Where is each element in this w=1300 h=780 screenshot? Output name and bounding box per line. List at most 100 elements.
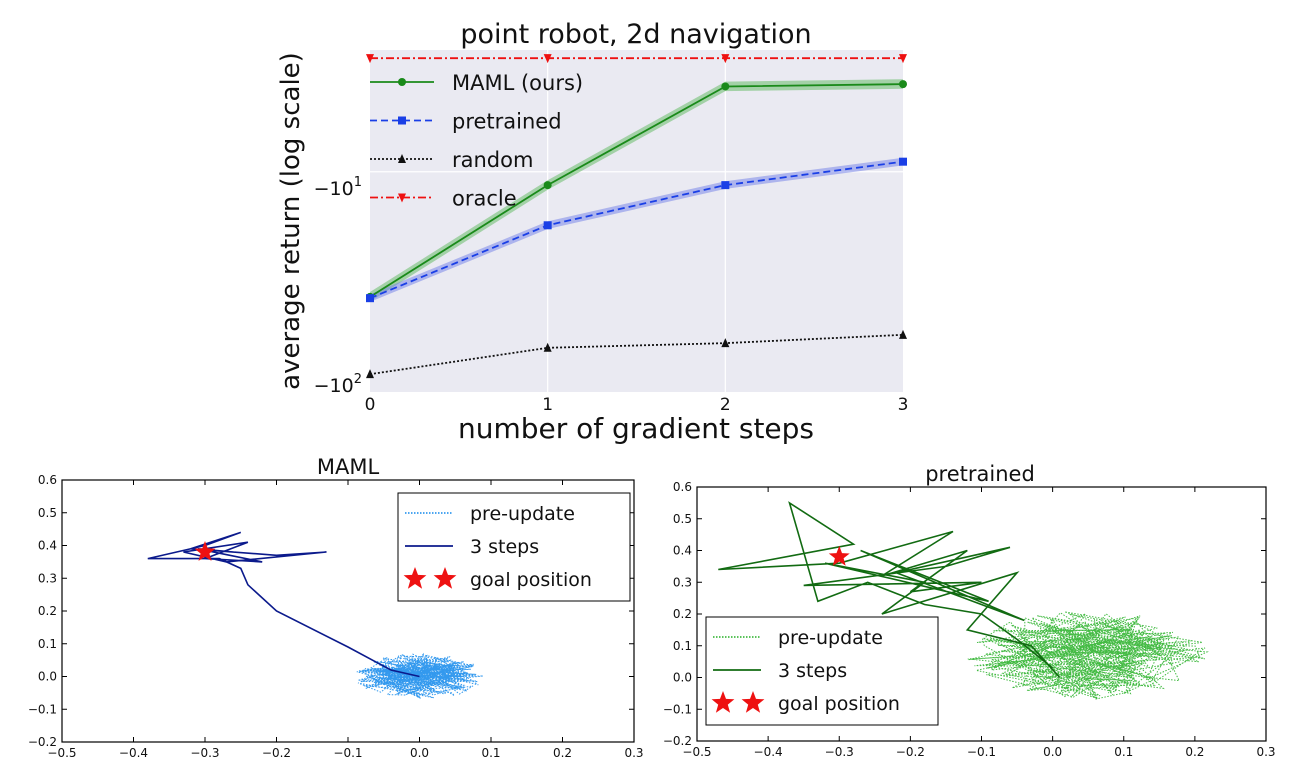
pretrained-legend-label: pretrained bbox=[452, 110, 562, 134]
pretrained-ytick-label: 0.0 bbox=[673, 671, 692, 685]
pretrained-point bbox=[721, 181, 730, 190]
pretrained-legend-goal-star bbox=[741, 691, 765, 713]
pretrained-pre-update-path bbox=[967, 611, 1209, 700]
top-ytick-exp-1: 1 bbox=[354, 175, 362, 190]
top-legend: MAML (ours) pretrained random oracle bbox=[370, 71, 583, 211]
pretrained-legend-3-steps-label: 3 steps bbox=[778, 660, 847, 682]
maml-chart: MAML −0.5 −0.4 −0.3 −0.2 −0.1 0.0 0.1 0.2 0.3 −0.… bbox=[28, 455, 644, 760]
pretrained-legend-box bbox=[705, 616, 939, 726]
maml-ytick-label: 0.0 bbox=[38, 670, 57, 684]
pretrained-xtick-label: −0.1 bbox=[967, 745, 996, 759]
oracle-legend-label: oracle bbox=[452, 187, 517, 211]
maml-legend-goal-star bbox=[403, 567, 427, 589]
pretrained-legend-pre-update-label: pre-update bbox=[778, 627, 883, 649]
pretrained-ytick-label: 0.4 bbox=[673, 544, 692, 558]
maml-legend-box bbox=[397, 492, 631, 602]
random-legend-label: random bbox=[452, 148, 533, 172]
top-xtick-label: 1 bbox=[542, 395, 553, 415]
pretrained-legend-marker bbox=[398, 116, 406, 125]
maml-legend-3-steps-label: 3 steps bbox=[470, 536, 539, 558]
maml-xtick-label: −0.2 bbox=[262, 746, 291, 760]
random-legend-marker bbox=[398, 154, 406, 163]
top-ytick-label-neg10: −101 bbox=[314, 175, 362, 200]
maml-xtick-label: −0.4 bbox=[119, 746, 148, 760]
random-point bbox=[721, 338, 730, 348]
pretrained-trajectories bbox=[718, 501, 1209, 700]
pretrained-xtick-label: 0.2 bbox=[1185, 745, 1204, 759]
random-point bbox=[366, 369, 374, 379]
maml-xtick-label: 0.3 bbox=[624, 746, 643, 760]
oracle-point bbox=[899, 54, 907, 64]
top-series-markers bbox=[366, 54, 907, 379]
pretrained-ytick-label: −0.1 bbox=[663, 702, 692, 716]
maml-legend: pre-update 3 steps goal position bbox=[397, 492, 631, 602]
top-plot-area bbox=[370, 50, 903, 392]
maml-ours-point bbox=[721, 82, 730, 91]
oracle-point bbox=[543, 54, 552, 64]
pretrained-ytick-label: 0.1 bbox=[673, 639, 692, 653]
pretrained-point bbox=[543, 221, 552, 230]
maml-goal-star bbox=[194, 541, 216, 561]
maml-xtick-label: −0.3 bbox=[190, 746, 219, 760]
pretrained-legend-goal-position-label: goal position bbox=[778, 693, 900, 715]
top-xtick-label: 3 bbox=[898, 395, 909, 415]
pretrained-line bbox=[369, 160, 904, 300]
pretrained-legend: pre-update 3 steps goal position bbox=[705, 616, 939, 726]
maml-ytick-label: 0.3 bbox=[38, 571, 57, 585]
maml-xtick-label: 0.2 bbox=[553, 746, 572, 760]
top-series-lines bbox=[369, 57, 904, 376]
top-y-axis-label: average return (log scale) bbox=[276, 52, 306, 390]
maml-axis-ticks: −0.5 −0.4 −0.3 −0.2 −0.1 0.0 0.1 0.2 0.3 −0.2 −0.1… bbox=[28, 473, 644, 760]
random-point bbox=[899, 329, 907, 339]
maml-chart-title: MAML bbox=[317, 455, 380, 479]
pretrained-xtick-label: 0.1 bbox=[1114, 745, 1133, 759]
oracle-legend-marker bbox=[398, 193, 406, 203]
top-confidence-bands bbox=[370, 79, 903, 302]
top-xtick-label: 0 bbox=[365, 395, 376, 415]
top-ytick-label-neg100: −102 bbox=[314, 372, 362, 397]
maml-ytick-label: 0.5 bbox=[38, 506, 57, 520]
pretrained-point bbox=[366, 294, 374, 303]
pretrained-xtick-label: −0.5 bbox=[682, 745, 711, 759]
pretrained-xtick-label: 0.3 bbox=[1256, 745, 1275, 759]
maml-ytick-label: 0.1 bbox=[38, 637, 57, 651]
maml-ytick-label: 0.2 bbox=[38, 604, 57, 618]
oracle-point bbox=[721, 54, 730, 64]
top-x-axis-label: number of gradient steps bbox=[458, 412, 814, 445]
maml-legend-pre-update-label: pre-update bbox=[470, 503, 575, 525]
pretrained-xtick-label: −0.3 bbox=[825, 745, 854, 759]
maml-trajectories bbox=[147, 531, 484, 699]
maml-xtick-label: −0.5 bbox=[47, 746, 76, 760]
maml-ytick-label: 0.4 bbox=[38, 539, 57, 553]
pretrained-ytick-label: 0.3 bbox=[673, 575, 692, 589]
pretrained-ytick-label: 0.2 bbox=[673, 607, 692, 621]
top-x-tick-labels: 0 1 2 3 bbox=[365, 395, 909, 415]
maml-ours-legend-label: MAML (ours) bbox=[452, 71, 583, 95]
top-chart-title: point robot, 2d navigation bbox=[460, 19, 811, 50]
random-point bbox=[543, 342, 552, 352]
pretrained-point bbox=[899, 157, 907, 166]
maml-ours-line bbox=[369, 83, 904, 298]
pretrained-legend-goal-star bbox=[711, 691, 735, 713]
maml-ours-point bbox=[543, 181, 552, 190]
maml-pre-update-path bbox=[356, 652, 484, 699]
pretrained-xtick-label: 0.0 bbox=[1043, 745, 1062, 759]
oracle-point bbox=[366, 54, 374, 64]
maml-xtick-label: −0.1 bbox=[333, 746, 362, 760]
maml-ytick-label: 0.6 bbox=[38, 473, 57, 487]
pretrained-chart-title: pretrained bbox=[925, 462, 1035, 486]
pretrained-band bbox=[370, 157, 903, 302]
random-line bbox=[369, 333, 904, 376]
pretrained-axis-ticks: −0.5 −0.4 −0.3 −0.2 −0.1 0.0 0.1 0.2 0.3 −0.2 −0.1… bbox=[663, 480, 1276, 759]
top-ytick-exp-2: 2 bbox=[354, 372, 362, 387]
pretrained-xtick-label: −0.2 bbox=[896, 745, 925, 759]
pretrained-ytick-label: 0.5 bbox=[673, 512, 692, 526]
maml-ytick-label: −0.1 bbox=[28, 702, 57, 716]
pretrained-goal-star bbox=[828, 545, 850, 566]
pretrained-ytick-label: 0.6 bbox=[673, 480, 692, 494]
top-chart: 0 1 2 3 −101 −102 point robot, 2d navigatio… bbox=[276, 19, 908, 445]
maml-ours-legend-marker bbox=[398, 78, 406, 86]
maml-ours-point bbox=[899, 80, 907, 89]
pretrained-xtick-label: −0.4 bbox=[754, 745, 783, 759]
